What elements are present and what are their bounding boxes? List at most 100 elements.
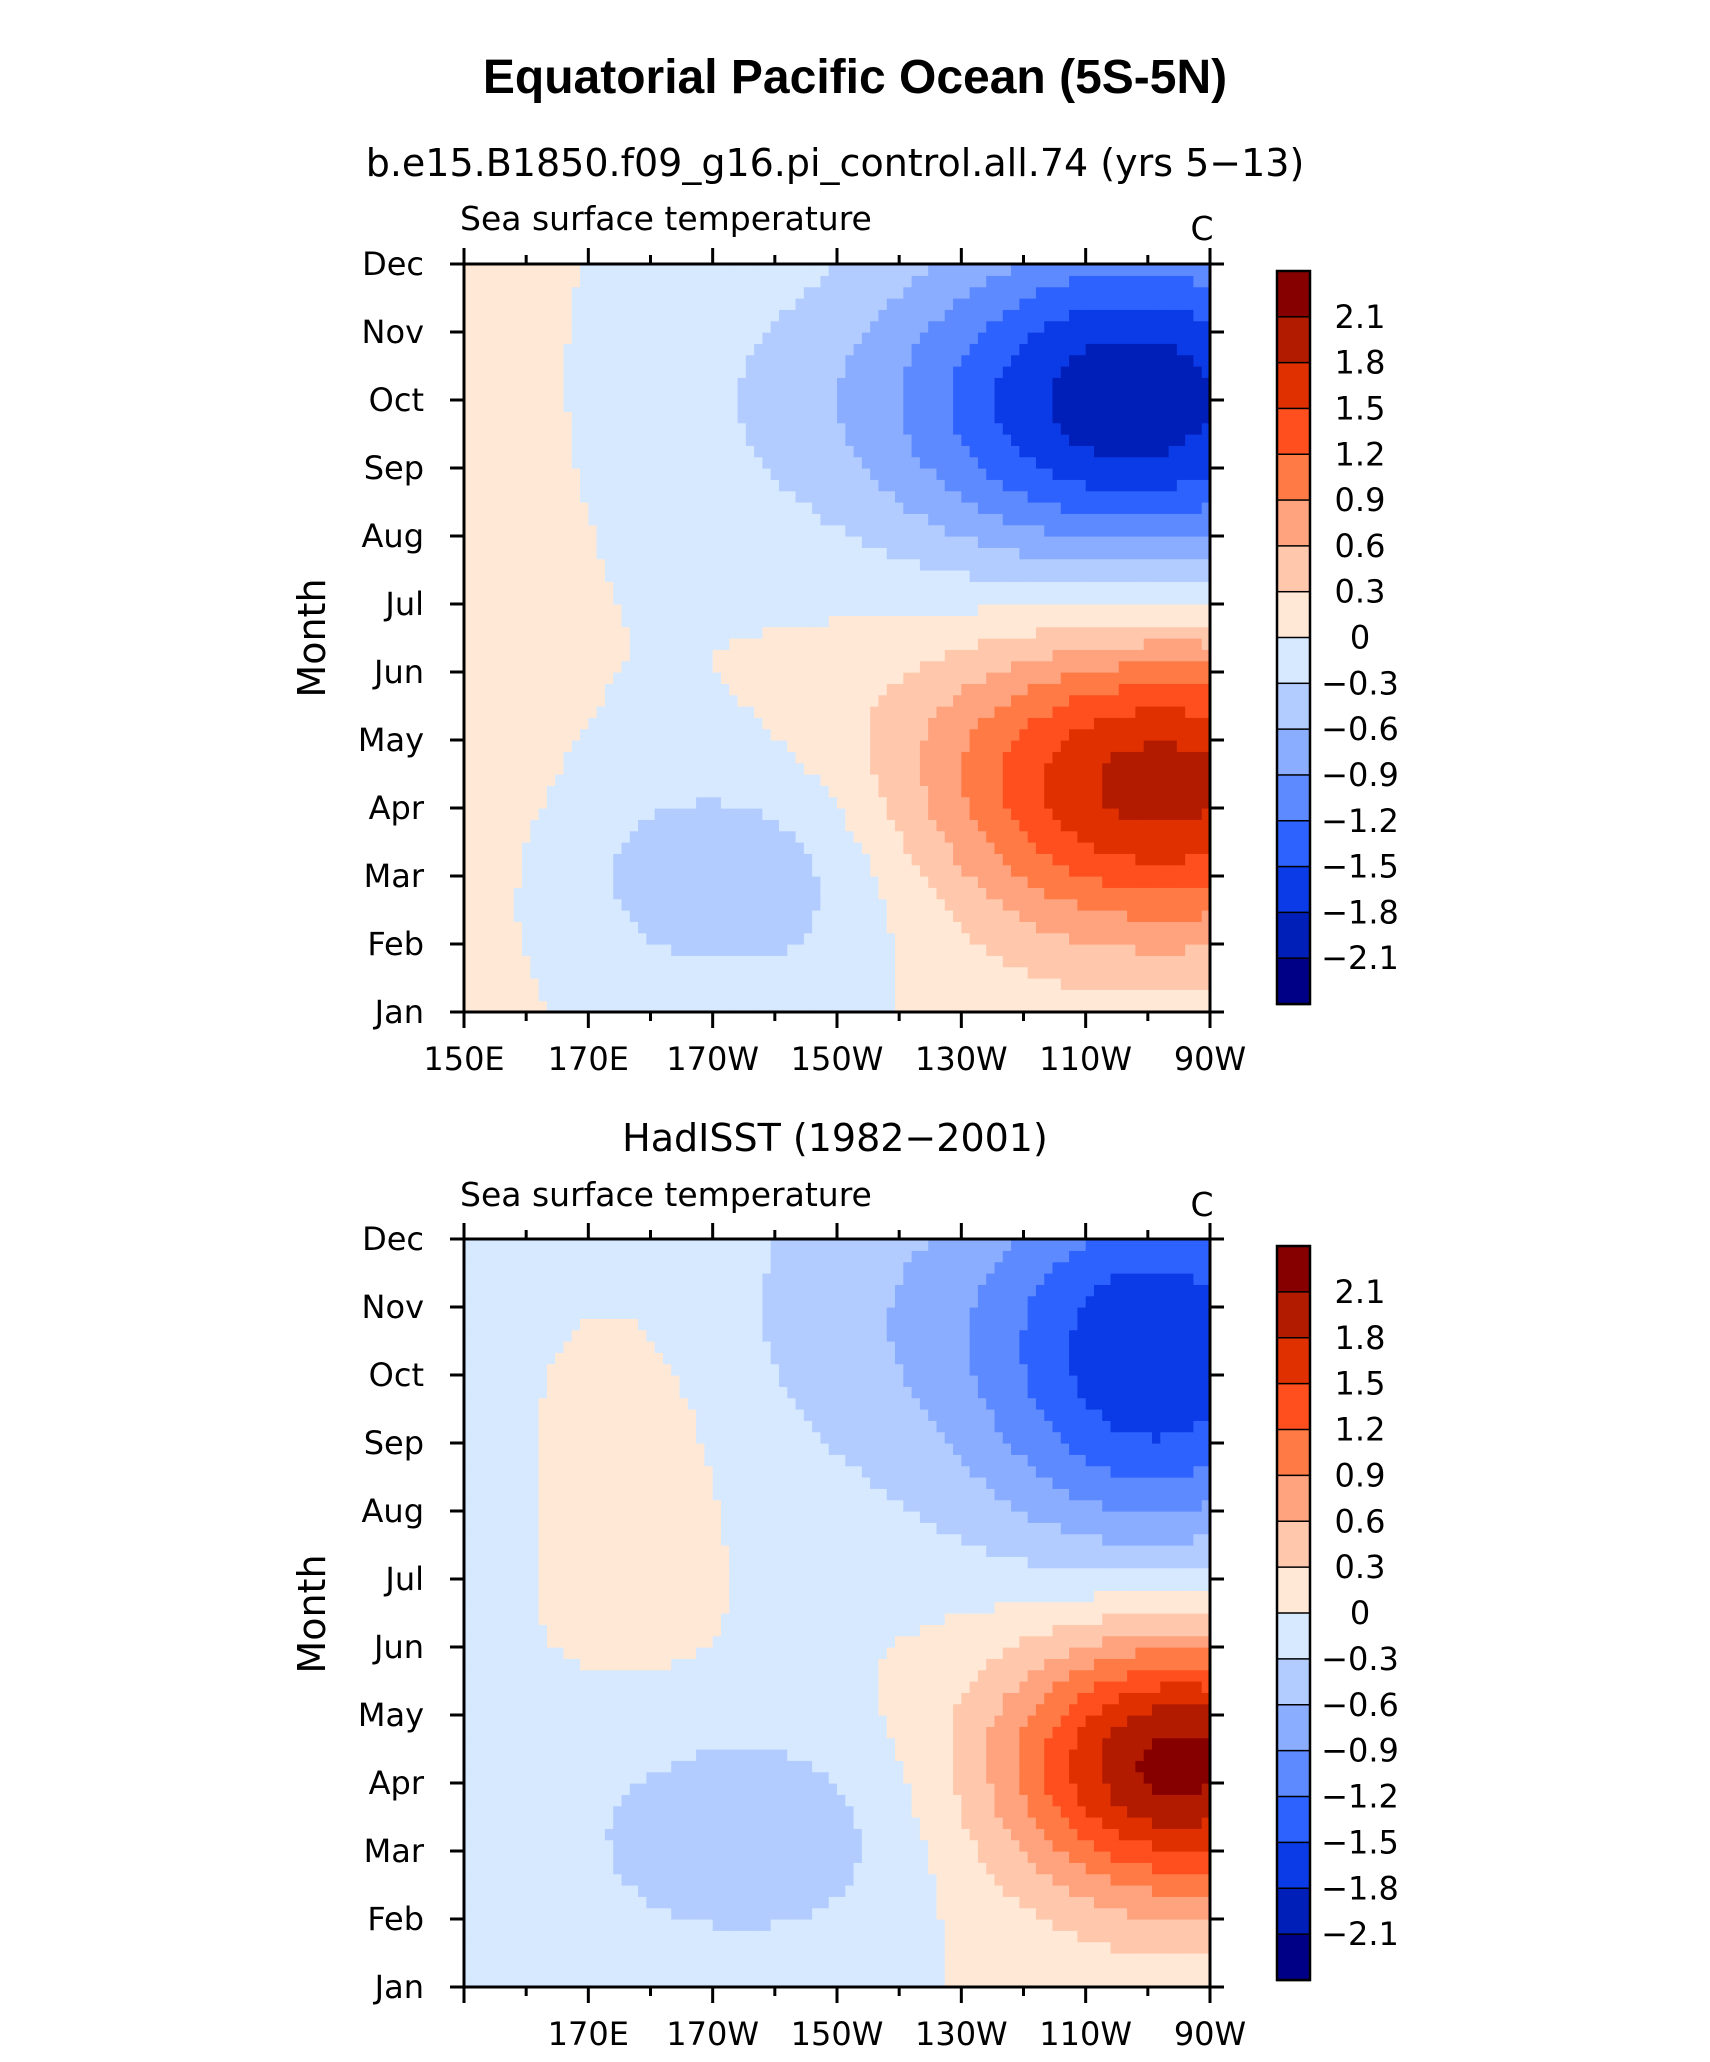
sst-cell <box>580 740 589 752</box>
sst-cell <box>596 819 606 832</box>
sst-cell <box>828 536 838 548</box>
sst-cell <box>994 989 1004 1002</box>
sst-cell <box>629 808 639 820</box>
sst-cell <box>1011 490 1020 503</box>
sst-cell <box>571 604 581 616</box>
sst-cell <box>588 660 598 673</box>
sst-cell <box>621 626 631 639</box>
sst-cell <box>638 490 647 503</box>
sst-cell <box>977 683 987 696</box>
sst-cell <box>513 910 523 922</box>
sst-cell <box>1185 978 1195 990</box>
sst-cell <box>1127 558 1136 571</box>
sst-cell <box>795 978 805 990</box>
sst-cell <box>522 944 531 956</box>
sst-cell <box>820 966 830 979</box>
sst-cell <box>919 717 929 730</box>
sst-cell <box>704 479 714 492</box>
sst-cell <box>538 774 548 786</box>
sst-cell <box>1102 490 1112 503</box>
sst-cell <box>729 921 739 934</box>
sst-cell <box>944 683 954 696</box>
sst-cell <box>911 456 921 469</box>
sst-cell <box>555 1000 565 1013</box>
sst-cell <box>654 570 664 582</box>
sst-cell <box>497 649 507 662</box>
sst-cell <box>662 932 672 945</box>
sst-cell <box>1052 819 1062 832</box>
sst-cell <box>969 830 979 843</box>
sst-cell <box>1135 422 1145 435</box>
sst-cell <box>464 513 473 526</box>
sst-cell <box>472 876 482 888</box>
sst-cell <box>820 649 830 662</box>
sst-cell <box>845 830 855 843</box>
sst-cell <box>1185 400 1195 412</box>
sst-cell <box>886 774 896 786</box>
sst-cell <box>1060 400 1070 412</box>
sst-cell <box>953 910 962 922</box>
sst-cell <box>837 683 846 696</box>
sst-cell <box>754 400 763 412</box>
sst-cell <box>497 513 507 526</box>
sst-cell <box>795 683 805 696</box>
sst-cell <box>1102 796 1112 809</box>
sst-cell <box>1035 626 1045 639</box>
sst-cell <box>977 774 987 786</box>
sst-cell <box>828 1000 838 1013</box>
colorbar-swatch <box>1276 682 1311 731</box>
sst-cell <box>1143 740 1153 752</box>
sst-cell <box>820 581 830 594</box>
sst-cell <box>538 638 548 650</box>
sst-cell <box>687 830 697 843</box>
sst-cell <box>1027 672 1037 684</box>
sst-cell <box>588 898 598 911</box>
sst-cell <box>604 626 614 639</box>
sst-cell <box>687 581 697 594</box>
sst-cell <box>646 910 656 922</box>
sst-cell <box>480 921 490 934</box>
sst-cell <box>953 479 962 492</box>
sst-cell <box>1052 694 1062 707</box>
sst-cell <box>1035 536 1045 548</box>
sst-cell <box>522 434 531 446</box>
sst-cell <box>969 434 979 446</box>
sst-cell <box>1110 422 1120 435</box>
sst-cell <box>1102 774 1112 786</box>
sst-cell <box>555 468 565 480</box>
sst-cell <box>977 570 987 582</box>
sst-cell <box>621 751 631 764</box>
colorbar: 2.11.81.51.20.90.60.30−0.3−0.6−0.9−1.2−1… <box>1275 269 1399 1006</box>
sst-cell <box>762 842 772 854</box>
sst-cell <box>861 422 871 435</box>
sst-cell <box>1085 694 1095 707</box>
sst-cell <box>1127 604 1136 616</box>
sst-cell <box>994 660 1004 673</box>
sst-cell <box>679 717 689 730</box>
sst-cell <box>480 842 490 854</box>
sst-cell <box>580 910 589 922</box>
sst-cell <box>1044 830 1054 843</box>
sst-cell <box>687 706 697 718</box>
sst-cell <box>522 626 531 639</box>
sst-cell <box>1135 842 1145 854</box>
sst-cell <box>604 638 614 650</box>
sst-cell <box>563 649 573 662</box>
sst-cell <box>762 536 772 548</box>
sst-cell <box>555 649 565 662</box>
sst-cell <box>729 864 739 877</box>
sst-cell <box>778 547 788 560</box>
sst-cell <box>820 456 830 469</box>
sst-cell <box>596 626 606 639</box>
sst-cell <box>895 1000 904 1013</box>
sst-cell <box>936 570 946 582</box>
sst-cell <box>853 853 863 866</box>
sst-cell <box>596 660 606 673</box>
sst-cell <box>629 400 639 412</box>
sst-cell <box>629 898 639 911</box>
sst-cell <box>588 785 598 798</box>
sst-cell <box>795 434 805 446</box>
sst-cell <box>679 547 689 560</box>
sst-cell <box>522 774 531 786</box>
sst-cell <box>604 898 614 911</box>
